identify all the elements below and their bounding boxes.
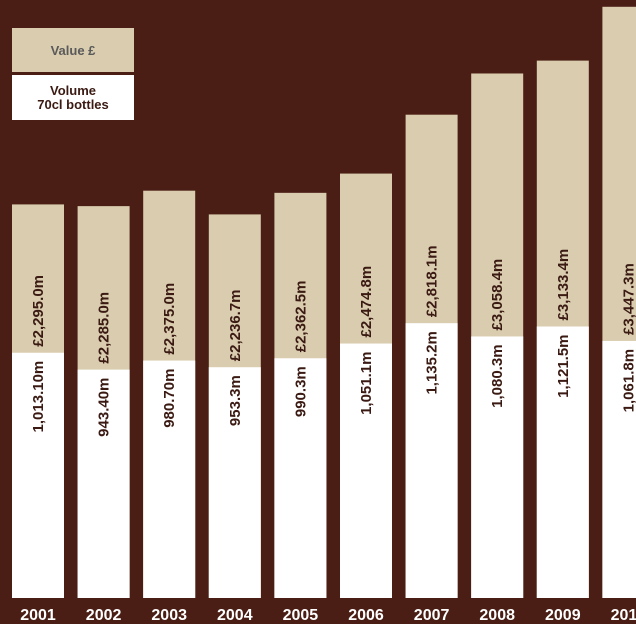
year-tick-label: 2004 (217, 607, 253, 624)
year-tick-label: 2007 (414, 607, 450, 624)
year-tick-label: 2002 (86, 607, 122, 624)
year-tick-label: 2010 (611, 607, 636, 624)
volume-data-label: 1,051.1m (358, 352, 375, 415)
year-tick-label: 2006 (348, 607, 384, 624)
legend-value-swatch: Value £ (12, 28, 134, 72)
volume-bar (77, 369, 130, 598)
volume-bar (12, 352, 64, 598)
year-tick-label: 2008 (479, 607, 515, 624)
volume-data-label: 943.40m (96, 378, 113, 437)
volume-data-label: 1,121.5m (555, 334, 572, 397)
volume-data-label: 980.70m (161, 369, 178, 428)
year-tick-label: 2003 (151, 607, 187, 624)
value-data-label: £3,133.4m (555, 249, 572, 321)
value-data-label: £2,236.7m (227, 289, 244, 361)
volume-bar (602, 340, 636, 598)
volume-data-label: 953.3m (227, 375, 244, 426)
value-data-label: £2,362.5m (292, 281, 309, 353)
legend-volume-label-line2: 70cl bottles (37, 96, 109, 112)
volume-data-label: 1,061.8m (620, 349, 636, 412)
year-tick-label: 2005 (283, 607, 319, 624)
value-data-label: £2,295.0m (30, 275, 47, 347)
volume-data-label: 1,080.3m (489, 344, 506, 407)
value-data-label: £2,818.1m (424, 245, 441, 317)
volume-data-label: 1,013.10m (30, 361, 47, 433)
legend-value-label: Value £ (50, 42, 96, 58)
volume-bar (340, 343, 392, 598)
legend-volume-label-line1: Volume (50, 82, 96, 98)
year-tick-label: 2001 (20, 607, 56, 624)
volume-bar (471, 336, 524, 598)
year-tick-label: 2009 (545, 607, 581, 624)
value-data-label: £2,375.0m (161, 283, 178, 355)
value-data-label: £2,285.0m (96, 292, 113, 364)
volume-data-label: 990.3m (292, 366, 309, 417)
volume-bar (405, 323, 458, 598)
volume-bar (143, 360, 196, 598)
volume-bar (274, 358, 327, 598)
value-data-label: £3,058.4m (489, 259, 506, 331)
volume-data-label: 1,135.2m (424, 331, 441, 394)
value-data-label: £2,474.8m (358, 266, 375, 338)
volume-bar (536, 326, 589, 598)
value-data-label: £3,447.3m (620, 263, 636, 335)
volume-bar (208, 367, 261, 598)
legend-volume-swatch: Volume 70cl bottles (12, 75, 134, 120)
